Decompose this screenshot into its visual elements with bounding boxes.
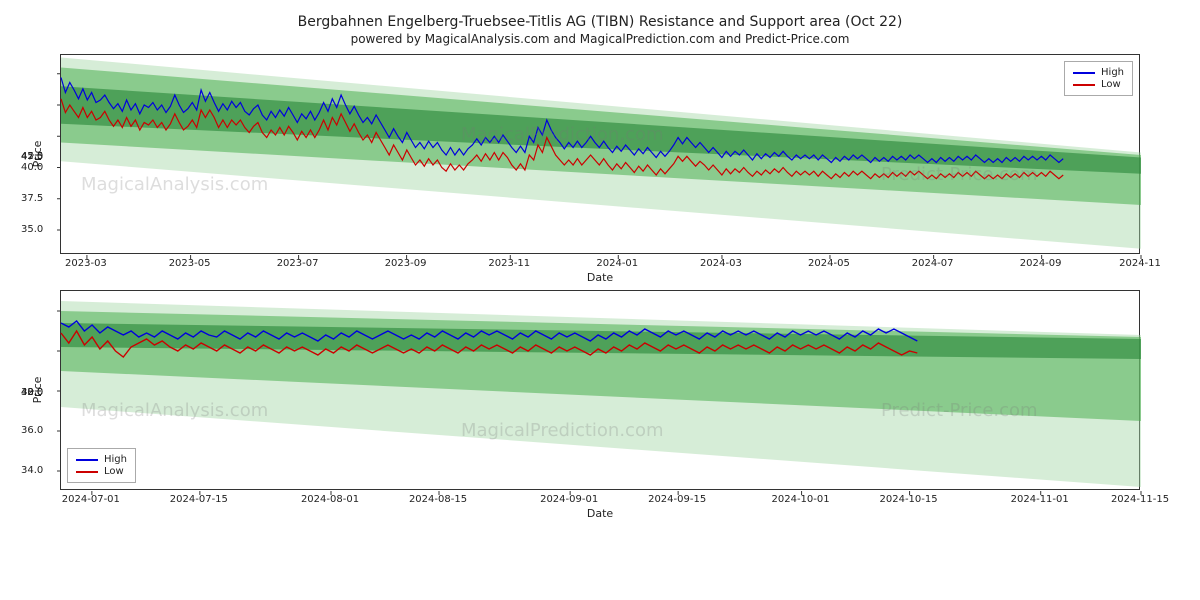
top-chart: Price MagicalAnalysis.com MagicalPredict… [60, 54, 1140, 254]
x-tick-label: 2024-03 [700, 258, 742, 270]
x-axis-label: Date [587, 507, 613, 520]
x-tick-label: 2023-03 [65, 258, 107, 270]
x-tick-label: 2024-10-15 [880, 494, 938, 506]
legend-swatch-high [76, 459, 98, 461]
x-tick-label: 2024-09 [1020, 258, 1062, 270]
legend: High Low [1064, 61, 1133, 96]
x-tick-label: 2024-01 [596, 258, 638, 270]
x-tick-label: 2024-07-01 [62, 494, 120, 506]
plot-area-top: MagicalAnalysis.com MagicalPrediction.co… [60, 54, 1140, 254]
legend-item-high: High [76, 454, 127, 465]
chart-svg [61, 291, 1141, 491]
x-tick-label: 2023-11 [488, 258, 530, 270]
y-tick-label: 47.5 [21, 151, 55, 318]
x-tick-label: 2023-07 [277, 258, 319, 270]
x-tick-label: 2024-10-01 [772, 494, 830, 506]
legend-swatch-low [76, 471, 98, 473]
x-tick-label: 2024-08-01 [301, 494, 359, 506]
bottom-chart: Price MagicalAnalysis.com MagicalPredict… [60, 290, 1140, 490]
y-tick-label: 42.0 [21, 387, 55, 551]
legend-item-low: Low [76, 466, 127, 477]
x-tick-label: 2024-07 [912, 258, 954, 270]
legend-swatch-high [1073, 72, 1095, 74]
legend-item-high: High [1073, 67, 1124, 78]
x-tick-label: 2024-11-01 [1011, 494, 1069, 506]
plot-area-bottom: MagicalAnalysis.com MagicalPrediction.co… [60, 290, 1140, 490]
x-tick-label: 2024-05 [808, 258, 850, 270]
legend-swatch-low [1073, 84, 1095, 86]
chart-subtitle: powered by MagicalAnalysis.com and Magic… [10, 32, 1190, 46]
x-tick-label: 2023-05 [169, 258, 211, 270]
x-tick-label: 2024-08-15 [409, 494, 467, 506]
x-tick-label: 2023-09 [385, 258, 427, 270]
x-tick-label: 2024-09-15 [648, 494, 706, 506]
x-tick-label: 2024-09-01 [540, 494, 598, 506]
chart-title: Bergbahnen Engelberg-Truebsee-Titlis AG … [10, 14, 1190, 30]
legend: High Low [67, 448, 136, 483]
legend-label: Low [1101, 79, 1121, 90]
figure: Bergbahnen Engelberg-Truebsee-Titlis AG … [10, 14, 1190, 490]
legend-label: High [1101, 67, 1124, 78]
x-tick-label: 2024-11-15 [1111, 494, 1169, 506]
legend-label: Low [104, 466, 124, 477]
chart-svg [61, 55, 1141, 255]
x-tick-label: 2024-07-15 [170, 494, 228, 506]
x-axis-label: Date [587, 271, 613, 284]
legend-label: High [104, 454, 127, 465]
x-tick-label: 2024-11 [1119, 258, 1161, 270]
legend-item-low: Low [1073, 79, 1124, 90]
